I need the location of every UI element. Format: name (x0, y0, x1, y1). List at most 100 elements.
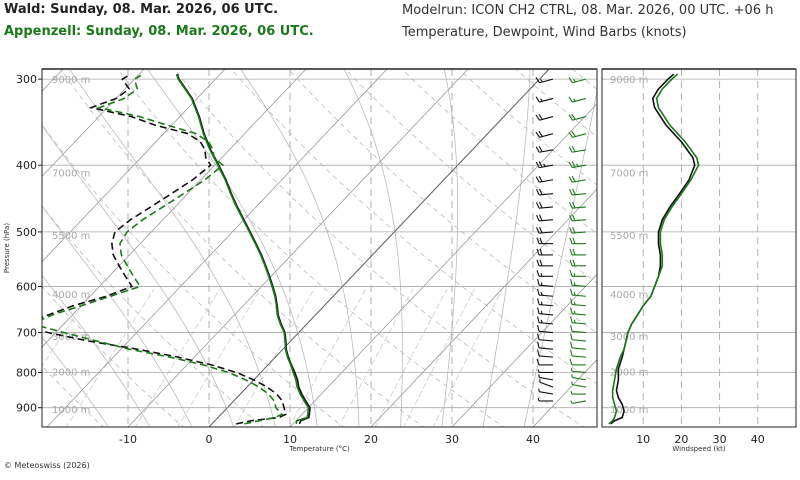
wind-barb (537, 349, 554, 358)
wind-barb (535, 113, 554, 121)
mixing-ratio-line (432, 288, 503, 427)
windspeed-tick-label: 10 (636, 433, 650, 446)
windspeed-grid: 9000 m 7000 m 5500 m 4000 m 3000 m 2000 m 1000… (602, 69, 796, 427)
windspeed-axis-label: Windspeed (kt) (672, 445, 725, 453)
windspeed-altitude-label: 9000 m (610, 75, 648, 86)
wind-barb (536, 248, 553, 256)
wind-barb (535, 145, 554, 153)
wind-barb (537, 397, 553, 402)
windspeed-tick-label: 20 (674, 433, 688, 446)
wind-barb (537, 333, 554, 342)
altitude-label: 1000 m (52, 405, 90, 416)
wind-barb (536, 188, 554, 196)
isotherm (42, 69, 226, 263)
temperature-line-appenzell (175, 73, 310, 425)
windspeed-frame: 10 20 30 40 Windspeed (kt) (601, 68, 797, 453)
dewpoint-line-wald (42, 73, 287, 425)
wind-barb (537, 341, 554, 350)
isotherm (289, 103, 597, 427)
skewt-grid: 9000 m 7000 m 5500 m 4000 m 3000 m 2000 m 1000… (42, 64, 800, 429)
dry-adiabat (42, 205, 265, 427)
wind-barb (570, 349, 587, 358)
wind-barb (570, 400, 587, 404)
altitude-label: 5500 m (52, 231, 90, 242)
wind-barb (568, 130, 587, 138)
wind-barb (568, 161, 587, 169)
altitude-label: 4000 m (52, 290, 90, 301)
windspeed-tick-label: 30 (713, 433, 727, 446)
wind-barb (538, 388, 554, 395)
mixing-ratio-line (134, 288, 221, 427)
mixing-ratio-line (177, 288, 261, 427)
wind-barb (537, 288, 554, 297)
isotherm (46, 69, 388, 427)
copyright-label: © Meteoswiss (2026) (4, 461, 90, 470)
moist-adiabat (441, 69, 459, 427)
pressure-tick-label: 700 (16, 327, 37, 340)
isotherm (208, 69, 550, 427)
wind-barb (569, 248, 586, 256)
wind-barb (537, 298, 554, 307)
wind-barb (570, 325, 587, 334)
mixing-ratio-line (233, 288, 315, 427)
pressure-tick-label: 600 (16, 280, 37, 293)
dry-adiabat (571, 69, 597, 90)
windspeed-altitude-label: 5500 m (610, 231, 648, 242)
wind-barb (571, 374, 587, 381)
dewpoint-line-appenzell (42, 73, 284, 425)
mixing-ratio-line (338, 288, 414, 427)
temperature-axis-label: Temperature (°C) (288, 445, 350, 453)
moist-adiabat (42, 205, 193, 427)
dry-adiabat (623, 64, 800, 429)
pressure-tick-label: 800 (16, 366, 37, 379)
dry-adiabat (736, 64, 800, 429)
windspeed-tick-label: 40 (751, 433, 765, 446)
wind-barb (570, 307, 587, 316)
wind-barb (535, 175, 554, 183)
temperature-tick-label: -10 (119, 433, 137, 446)
wind-barb (570, 298, 587, 307)
wind-barb (570, 390, 586, 395)
moist-adiabat (146, 69, 318, 427)
isotherm (42, 69, 307, 348)
mixing-ratio-line (374, 288, 448, 427)
windspeed-altitude-label: 7000 m (610, 169, 648, 180)
wind-barb (570, 316, 587, 325)
dry-adiabat (401, 69, 597, 234)
wind-barb (569, 259, 586, 267)
wind-barb (539, 379, 554, 388)
dry-adiabat (344, 69, 597, 284)
temperature-tick-label: 40 (526, 433, 540, 446)
pressure-tick-label: 500 (16, 226, 37, 239)
pressure-tick-label: 300 (16, 73, 37, 86)
dry-adiabat (117, 69, 505, 427)
windspeed-line-appenzell (608, 73, 700, 425)
wind-barb (568, 175, 587, 183)
wind-barb (569, 270, 586, 277)
mixing-ratio-line (288, 288, 367, 427)
wind-barb (569, 201, 587, 209)
wind-barb (570, 278, 587, 287)
model-run-label: Modelrun: ICON CH2 CTRL, 08. Mar. 2026, … (402, 3, 774, 18)
isotherm (42, 69, 145, 178)
wind-barb (536, 201, 554, 209)
altitude-label: 2000 m (52, 367, 90, 378)
dry-adiabat (173, 69, 585, 427)
wind-barb (537, 307, 554, 316)
dry-adiabat (515, 69, 597, 138)
product-label: Temperature, Dewpoint, Wind Barbs (knots… (402, 25, 687, 40)
wind-barb (537, 316, 554, 325)
wind-barb (537, 325, 554, 334)
windspeed-altitude-label: 1000 m (610, 405, 648, 416)
windspeed-altitude-label: 3000 m (610, 332, 648, 343)
wind-barb (570, 341, 587, 350)
moist-adiabat (42, 274, 151, 427)
wind-barb (570, 288, 587, 297)
wind-barb (568, 77, 587, 84)
isotherm (532, 359, 597, 427)
wind-barb (570, 333, 587, 342)
pressure-tick-label: 400 (16, 159, 37, 172)
temperature-tick-label: 20 (364, 433, 378, 446)
wind-barb (536, 237, 553, 245)
mixing-ratio-line (403, 288, 475, 427)
